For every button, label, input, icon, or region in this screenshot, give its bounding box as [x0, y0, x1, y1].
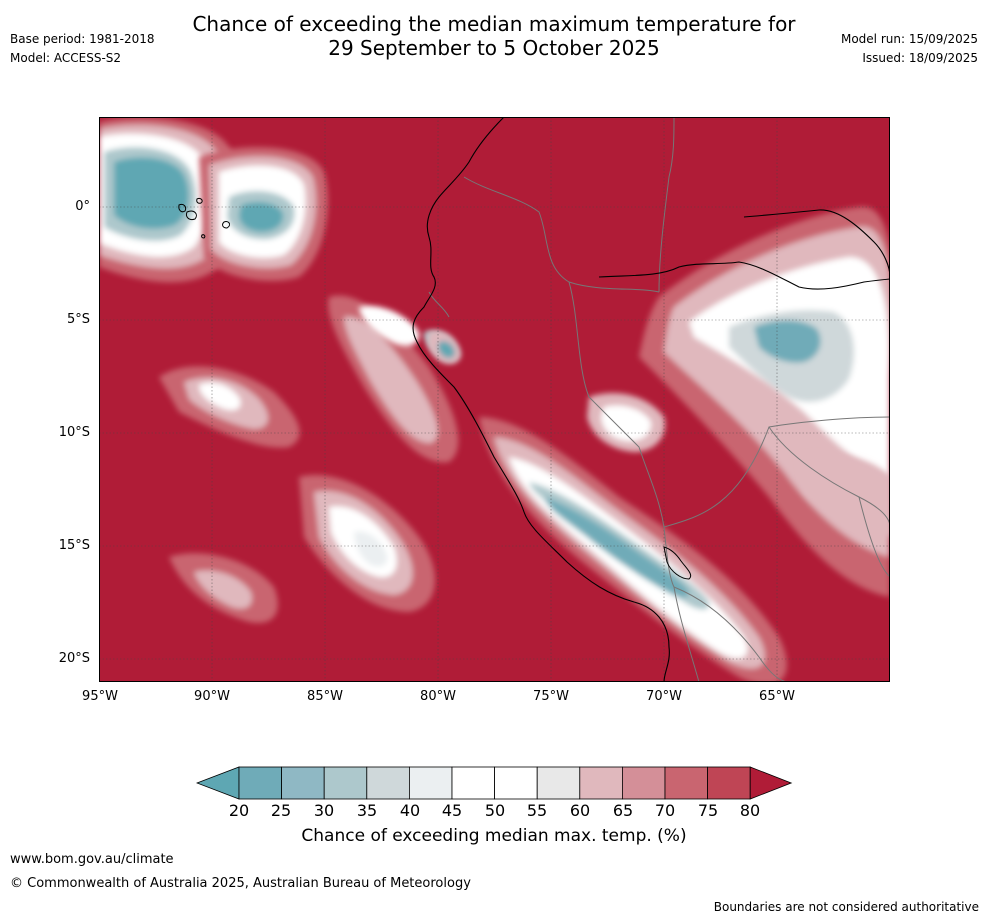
lake-titicaca	[663, 546, 692, 580]
colorbar-label: Chance of exceeding median max. temp. (%…	[301, 826, 687, 846]
colorbar-tick-70: 70	[654, 801, 676, 820]
cool-pocket-bolivia-south	[799, 453, 890, 537]
graticule	[99, 117, 890, 682]
warm-band-streak-b	[299, 475, 436, 612]
colorbar-segment	[281, 766, 325, 800]
colorbar-segment	[366, 766, 410, 800]
colorbar-segment	[238, 766, 282, 800]
colorbar	[196, 766, 793, 800]
colorbar-segment	[664, 766, 708, 800]
lon-label-70w: 70°W	[646, 689, 682, 704]
colorbar-tick-80: 80	[739, 801, 761, 820]
colorbar-segment	[707, 766, 751, 800]
warm-band-streak-a	[159, 366, 300, 448]
galapagos-islands	[178, 198, 231, 239]
coastline	[412, 117, 890, 682]
model-name: Model: ACCESS-S2	[10, 51, 122, 65]
meta-left: Base period: 1981-2018 Model: ACCESS-S2	[10, 30, 155, 68]
lon-label-95w: 95°W	[82, 689, 118, 704]
colorbar-tick-65: 65	[612, 801, 634, 820]
meta-right: Model run: 15/09/2025 Issued: 18/09/2025	[841, 30, 978, 68]
lat-label-10s: 10°S	[58, 425, 90, 440]
colorbar-tick-50: 50	[484, 801, 506, 820]
cool-pocket-gulf-guayaquil	[427, 330, 461, 364]
colorbar-arrow-low	[196, 766, 240, 800]
footer-url[interactable]: www.bom.gov.au/climate	[10, 852, 174, 867]
colorbar-tick-45: 45	[441, 801, 463, 820]
base-period: Base period: 1981-2018	[10, 32, 155, 46]
model-run: Model run: 15/09/2025	[840, 32, 978, 46]
lon-label-85w: 85°W	[307, 689, 343, 704]
colorbar-segment	[536, 766, 581, 800]
title-line-2: 29 September to 5 October 2025	[328, 36, 660, 60]
probability-map	[99, 117, 890, 682]
lon-label-65w: 65°W	[759, 689, 795, 704]
lon-label-75w: 75°W	[533, 689, 569, 704]
footer-copyright: © Commonwealth of Australia 2025, Austra…	[10, 876, 471, 891]
cool-band-peru-coast	[479, 417, 787, 682]
warm-band-streak-e	[169, 553, 278, 623]
colorbar-arrow-high	[749, 766, 793, 800]
colorbar-segment	[621, 766, 666, 800]
colorbar-tick-40: 40	[399, 801, 421, 820]
cool-region-galapagos-east	[199, 147, 328, 281]
lon-label-90w: 90°W	[194, 689, 230, 704]
colorbar-tick-60: 60	[569, 801, 591, 820]
lat-label-0: 0°	[75, 199, 90, 214]
colorbar-segment	[408, 766, 453, 800]
colorbar-tick-35: 35	[356, 801, 378, 820]
chart-title: Chance of exceeding the median maximum t…	[0, 12, 988, 60]
colorbar-segment	[494, 766, 538, 800]
colorbar-segment	[579, 766, 623, 800]
title-line-1: Chance of exceeding the median maximum t…	[192, 12, 796, 36]
lat-label-20s: 20°S	[58, 651, 90, 666]
country-borders	[428, 117, 890, 682]
colorbar-tick-55: 55	[526, 801, 548, 820]
lat-label-15s: 15°S	[58, 538, 90, 553]
warm-pocket-bolivia	[587, 393, 665, 452]
colorbar-tick-75: 75	[697, 801, 719, 820]
colorbar-tick-30: 30	[313, 801, 335, 820]
colorbar-segment	[451, 766, 495, 800]
lat-label-5s: 5°S	[66, 312, 90, 327]
issued-date: Issued: 18/09/2025	[862, 51, 978, 65]
colorbar-tick-25: 25	[270, 801, 292, 820]
warm-band-streak-c	[328, 295, 459, 463]
footer-disclaimer: Boundaries are not considered authoritat…	[713, 900, 979, 914]
colorbar-segment	[323, 766, 368, 800]
lon-label-80w: 80°W	[420, 689, 456, 704]
colorbar-tick-20: 20	[228, 801, 250, 820]
